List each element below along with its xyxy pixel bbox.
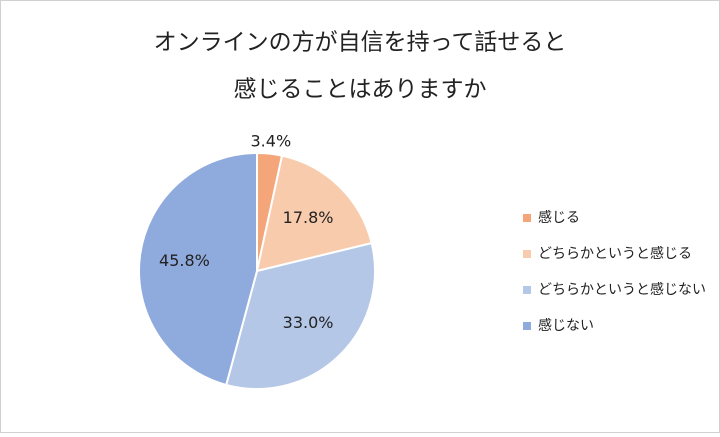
chart-title: 感じることはありますか: [234, 77, 487, 103]
legend-label: どちらかというと感じない: [538, 281, 706, 298]
legend-swatch: [523, 286, 531, 294]
pie-slice: [224, 241, 376, 390]
legend-label: どちらかというと感じる: [538, 245, 692, 262]
data-label: 17.8%: [283, 208, 334, 227]
legend-label: 感じない: [538, 317, 594, 334]
pie-slice: [138, 151, 258, 387]
data-label: 45.8%: [159, 251, 210, 270]
legend-swatch: [523, 322, 531, 330]
pie-slice: [255, 154, 373, 273]
legend-label: 感じる: [538, 209, 580, 226]
legend-swatch: [523, 250, 531, 258]
data-label: 3.4%: [251, 131, 292, 150]
data-label: 33.0%: [283, 313, 334, 332]
legend-swatch: [523, 214, 531, 222]
chart-title: オンラインの方が自信を持って話せると: [154, 30, 567, 56]
